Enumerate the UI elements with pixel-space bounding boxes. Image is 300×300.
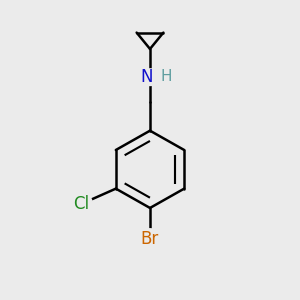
Circle shape	[142, 69, 158, 85]
Text: H: H	[160, 69, 172, 84]
Text: Cl: Cl	[73, 195, 89, 213]
Text: N: N	[141, 68, 153, 86]
Circle shape	[140, 229, 160, 250]
Text: Br: Br	[141, 230, 159, 248]
Circle shape	[70, 193, 92, 215]
